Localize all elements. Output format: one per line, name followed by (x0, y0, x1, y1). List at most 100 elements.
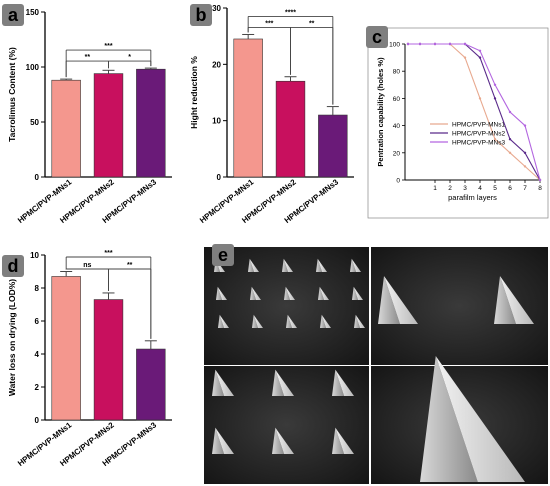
microneedle-large (494, 276, 516, 324)
microneedle-large (500, 276, 534, 324)
data-point (538, 178, 542, 182)
y-tick-label: 8 (35, 284, 40, 293)
microneedle (332, 369, 345, 396)
panel-label-b: b (196, 5, 207, 25)
microneedle (272, 369, 285, 396)
microneedle-large (384, 276, 418, 324)
significance-label: *** (265, 20, 273, 27)
microneedle (252, 314, 259, 328)
panel-label-box-d (2, 255, 24, 277)
x-tick-label: 1 (433, 185, 437, 192)
bar (318, 114, 348, 178)
y-axis-label: Pentration capability (holes %) (376, 57, 385, 167)
y-tick-label: 10 (30, 251, 39, 260)
microneedle (352, 286, 359, 300)
legend-label: HPMC/PVP-MNs1 (452, 122, 505, 129)
x-tick-label: 4 (478, 185, 482, 192)
significance-label: *** (104, 43, 112, 50)
data-point (463, 42, 467, 46)
microneedle (215, 427, 234, 454)
data-point (463, 56, 467, 59)
data-point (523, 124, 527, 127)
y-tick-label: 0 (35, 416, 40, 425)
microneedle (350, 258, 357, 272)
y-axis-label: Water loss on drying (LOD%) (7, 279, 17, 396)
microneedle (284, 286, 291, 300)
data-point (508, 110, 512, 114)
series-line (408, 43, 541, 181)
data-point (493, 83, 497, 87)
y-tick-label: 0 (217, 173, 222, 182)
data-point (418, 42, 422, 46)
y-axis-label: Tacrolimus Content (%) (7, 47, 17, 142)
microneedle (287, 314, 297, 328)
microneedle (354, 314, 361, 328)
bar (51, 276, 81, 421)
microneedle (317, 258, 327, 272)
microneedle (272, 427, 285, 454)
series-line (408, 43, 541, 181)
data-point (448, 42, 452, 46)
legend-label: HPMC/PVP-MNs2 (452, 131, 505, 138)
data-point (433, 42, 437, 46)
x-tick-label: 8 (538, 185, 542, 192)
microneedle (216, 286, 223, 300)
microneedle (321, 314, 331, 328)
panel-label-box-b (190, 4, 212, 26)
microneedle (353, 286, 363, 300)
microneedle (253, 314, 263, 328)
x-tick-label: 2 (448, 185, 452, 192)
microneedle (335, 369, 354, 396)
significance-label: ** (127, 262, 133, 269)
y-tick-label: 150 (26, 8, 40, 17)
microneedle (275, 369, 294, 396)
line-chart-c: 0 20 40 60 80 100 1 2 3 4 5 6 7 8 parafilm layers Pentr… (367, 27, 549, 219)
data-point (478, 97, 482, 100)
microneedle (283, 258, 293, 272)
microneedle (248, 258, 255, 272)
microneedle (218, 314, 225, 328)
y-axis-label: Hight reduction % (189, 56, 199, 129)
x-axis-label: parafilm layers (448, 193, 497, 202)
bar (233, 38, 263, 178)
bar (275, 80, 306, 178)
data-point (493, 97, 497, 100)
microneedle (212, 427, 225, 454)
microneedle (318, 286, 325, 300)
y-tick-label: 10 (212, 117, 221, 126)
y-tick-label: 0 (396, 178, 400, 185)
data-point (478, 49, 482, 52)
data-point (406, 42, 410, 46)
panel-label-c: c (372, 27, 382, 47)
panel-label-a: a (8, 5, 19, 25)
microneedle (319, 286, 329, 300)
y-tick-label: 20 (212, 60, 221, 69)
panel-label-e: e (218, 245, 228, 265)
panel-label-d: d (8, 256, 19, 276)
sem-image-panel: e (204, 244, 548, 484)
data-point (493, 138, 497, 141)
significance-label: **** (285, 9, 296, 16)
microneedle (217, 286, 227, 300)
microneedle (335, 427, 354, 454)
data-point (508, 151, 512, 154)
bar (136, 68, 166, 178)
panel-label-box-c (366, 26, 388, 48)
y-tick-label: 6 (35, 317, 40, 326)
y-tick-label: 30 (212, 4, 221, 13)
bar (93, 73, 124, 178)
microneedle (286, 314, 293, 328)
microneedle (355, 314, 365, 328)
microneedle (285, 286, 295, 300)
x-tick-label: 6 (508, 185, 512, 192)
x-tick-label: 7 (523, 185, 527, 192)
microneedle (275, 427, 294, 454)
series-line (408, 43, 541, 181)
data-point (523, 151, 527, 154)
microneedle (351, 258, 361, 272)
y-tick-label: 80 (393, 69, 401, 76)
microneedle-closeup (420, 356, 478, 482)
significance-label: *** (104, 250, 112, 257)
significance-label: * (128, 54, 131, 61)
